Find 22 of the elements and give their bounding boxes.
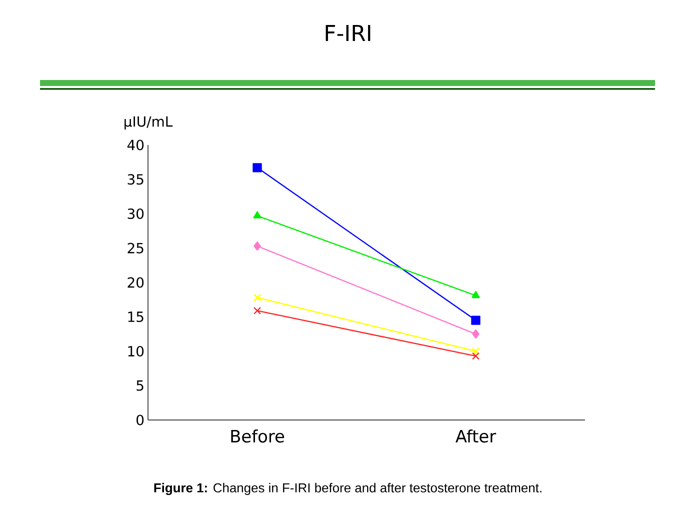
- y-tick-label: 10: [128, 346, 144, 357]
- y-tick-label: 30: [128, 208, 144, 220]
- chart-title: F-IRI: [326, 24, 370, 41]
- x-tick-label: After: [456, 429, 496, 443]
- point: [253, 306, 262, 314]
- point: [254, 241, 261, 251]
- point: [252, 163, 262, 172]
- point: [472, 329, 480, 339]
- y-tick-label: 5: [136, 380, 144, 391]
- point: [253, 294, 262, 302]
- y-axis-title: µIU/mL: [124, 116, 173, 130]
- y-tick-label: 35: [128, 174, 144, 185]
- point: [471, 316, 480, 325]
- y-tick-label: 15: [128, 312, 144, 322]
- y-tick-label: 0: [136, 414, 144, 426]
- x-tick-label: Before: [231, 429, 284, 443]
- point: [472, 347, 480, 356]
- y-tick-label: 25: [128, 242, 144, 254]
- y-tick-label: 20: [128, 277, 144, 288]
- text: Figure 1: Changes in F-IRI before and after testosterone treatment.: [154, 482, 542, 496]
- point: [472, 352, 480, 360]
- y-tick-label: 40: [127, 140, 144, 150]
